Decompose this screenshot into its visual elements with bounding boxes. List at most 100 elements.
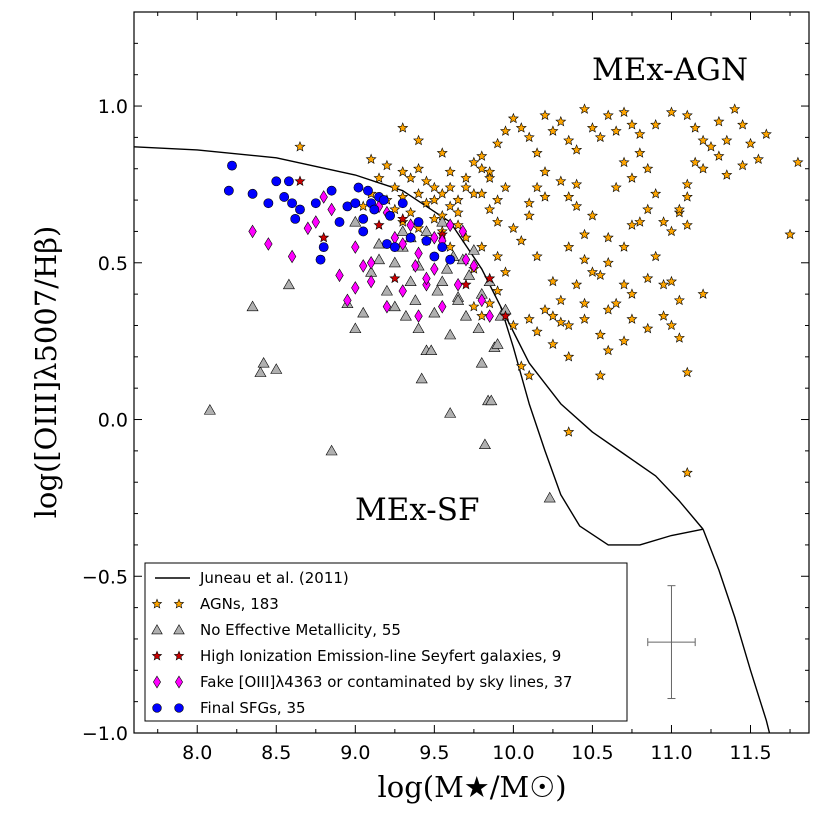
data-point bbox=[350, 198, 361, 209]
data-point bbox=[397, 166, 409, 177]
legend-marker bbox=[151, 598, 163, 609]
data-point bbox=[555, 175, 567, 186]
data-point bbox=[658, 216, 670, 227]
legend-marker bbox=[175, 675, 183, 689]
data-point bbox=[485, 309, 494, 323]
data-point bbox=[594, 269, 606, 281]
data-point bbox=[499, 310, 512, 321]
data-point bbox=[294, 140, 306, 152]
data-point bbox=[499, 181, 512, 193]
data-point bbox=[311, 215, 320, 229]
data-point bbox=[681, 178, 693, 190]
data-point bbox=[409, 294, 422, 305]
data-point bbox=[744, 137, 757, 149]
data-point bbox=[294, 175, 306, 186]
y-axis-title: log([OIII]λ5007/Hβ) bbox=[29, 226, 63, 519]
data-point bbox=[378, 195, 389, 205]
data-point bbox=[721, 169, 733, 180]
data-point bbox=[318, 231, 330, 243]
data-point bbox=[444, 166, 456, 177]
demarcation-curve-segment bbox=[702, 528, 771, 733]
data-point bbox=[287, 198, 297, 209]
data-point bbox=[626, 119, 638, 130]
data-point bbox=[458, 224, 467, 239]
data-point bbox=[254, 366, 267, 377]
data-point bbox=[425, 344, 438, 355]
data-point bbox=[453, 277, 463, 292]
data-point bbox=[411, 259, 420, 273]
data-point bbox=[414, 246, 423, 261]
data-point bbox=[642, 203, 654, 215]
data-point bbox=[445, 254, 456, 265]
data-point bbox=[463, 269, 476, 280]
data-point bbox=[351, 281, 360, 295]
data-point bbox=[358, 226, 369, 237]
data-point bbox=[446, 218, 455, 232]
data-point bbox=[264, 237, 273, 251]
data-point bbox=[563, 351, 575, 362]
data-point bbox=[681, 467, 693, 478]
data-point bbox=[413, 188, 425, 199]
data-point bbox=[618, 335, 630, 346]
data-point bbox=[366, 274, 376, 289]
data-point bbox=[484, 272, 496, 284]
data-point bbox=[430, 230, 439, 245]
data-point bbox=[760, 128, 772, 139]
data-point bbox=[547, 125, 559, 136]
data-point bbox=[563, 134, 575, 146]
region-label-sf: MEx-SF bbox=[355, 492, 480, 528]
data-point bbox=[357, 306, 370, 318]
data-point bbox=[452, 219, 464, 230]
data-point bbox=[388, 256, 401, 268]
data-point bbox=[290, 213, 301, 224]
data-point bbox=[642, 322, 654, 334]
data-point bbox=[246, 300, 259, 312]
data-point bbox=[523, 209, 535, 221]
data-point bbox=[555, 316, 567, 328]
data-point bbox=[282, 278, 295, 290]
data-point bbox=[547, 338, 559, 349]
legend: Juneau et al. (2011) AGNs, 183 No Effectiv… bbox=[144, 562, 628, 722]
data-point bbox=[681, 219, 693, 230]
data-point bbox=[444, 200, 456, 212]
x-tick-label: 8.0 bbox=[182, 742, 212, 764]
data-point bbox=[602, 303, 614, 315]
data-point bbox=[388, 300, 401, 312]
demarcation-curve-segment bbox=[500, 306, 704, 546]
data-point bbox=[658, 310, 670, 321]
data-point bbox=[571, 200, 583, 212]
data-point bbox=[428, 213, 440, 224]
data-point bbox=[792, 156, 804, 168]
data-point bbox=[399, 309, 412, 321]
y-tick-label: 1.0 bbox=[98, 96, 128, 118]
data-point bbox=[499, 125, 512, 136]
data-point bbox=[579, 103, 591, 114]
data-point bbox=[713, 150, 725, 161]
data-point bbox=[650, 250, 662, 262]
data-point bbox=[729, 103, 741, 114]
data-point bbox=[665, 319, 677, 331]
data-point bbox=[485, 394, 498, 406]
data-point bbox=[634, 147, 646, 158]
data-point bbox=[594, 369, 606, 381]
data-point bbox=[555, 294, 567, 306]
data-point bbox=[389, 181, 401, 193]
data-point bbox=[436, 188, 448, 199]
data-point bbox=[389, 203, 401, 215]
data-point bbox=[431, 284, 444, 296]
data-point bbox=[404, 275, 417, 287]
data-point bbox=[381, 159, 393, 171]
data-point bbox=[499, 266, 512, 277]
data-point bbox=[461, 252, 471, 267]
data-point bbox=[428, 181, 440, 193]
data-point bbox=[507, 112, 519, 124]
data-point bbox=[784, 228, 796, 240]
data-point bbox=[349, 322, 362, 334]
data-point bbox=[555, 115, 567, 127]
data-point bbox=[398, 284, 407, 298]
data-point bbox=[271, 176, 282, 187]
legend-box bbox=[144, 562, 628, 722]
data-point bbox=[334, 217, 345, 227]
data-point bbox=[610, 125, 622, 136]
